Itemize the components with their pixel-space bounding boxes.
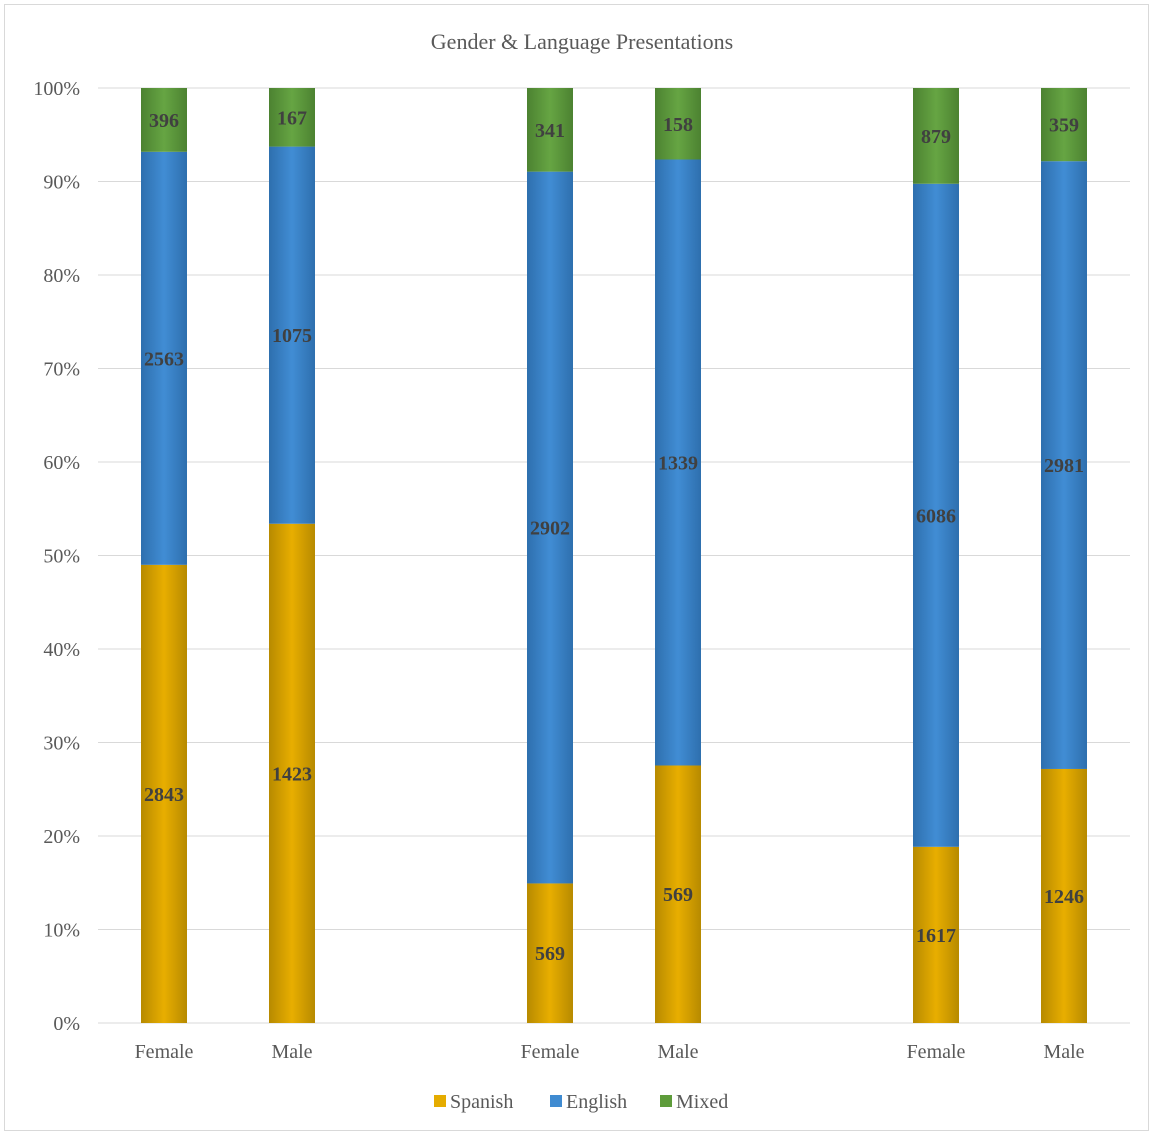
data-label-mixed: 167 xyxy=(277,107,307,129)
data-label-mixed: 396 xyxy=(149,110,179,132)
x-category-label: Female xyxy=(907,1041,966,1063)
data-label-mixed: 359 xyxy=(1049,115,1079,137)
data-label-spanish: 569 xyxy=(535,943,565,965)
bar-segment-spanish xyxy=(527,883,573,1023)
bar-segment-mixed xyxy=(141,88,187,152)
x-category-label: Male xyxy=(271,1041,312,1063)
data-label-english: 2902 xyxy=(530,518,570,540)
bar-segment-spanish xyxy=(269,523,315,1023)
bar-segment-mixed xyxy=(655,88,701,160)
y-tick-label: 0% xyxy=(53,1013,80,1035)
x-category-label: Female xyxy=(521,1041,580,1063)
legend-label-mixed: Mixed xyxy=(676,1091,728,1113)
legend-swatch-spanish xyxy=(434,1095,446,1107)
data-label-mixed: 158 xyxy=(663,114,693,136)
y-tick-label: 70% xyxy=(43,359,80,381)
x-category-label: Male xyxy=(657,1041,698,1063)
x-category-label: Female xyxy=(135,1041,194,1063)
bar-segment-english xyxy=(141,151,187,565)
y-tick-label: 10% xyxy=(43,920,80,942)
data-label-mixed: 879 xyxy=(921,126,951,148)
legend-label-spanish: Spanish xyxy=(450,1091,513,1113)
legend-swatch-english xyxy=(550,1095,562,1107)
y-tick-label: 90% xyxy=(43,172,80,194)
data-label-english: 2563 xyxy=(144,348,184,370)
bar-segment-mixed xyxy=(269,88,315,147)
y-tick-label: 50% xyxy=(43,546,80,568)
y-tick-label: 20% xyxy=(43,826,80,848)
bar-segment-mixed xyxy=(913,88,959,184)
bar-segment-spanish xyxy=(913,846,959,1023)
bar-segment-english xyxy=(1041,161,1087,769)
data-label-mixed: 341 xyxy=(535,120,565,142)
data-label-english: 1075 xyxy=(272,325,312,347)
legend-swatch-mixed xyxy=(660,1095,672,1107)
bar-segment-spanish xyxy=(141,564,187,1023)
bar-segment-english xyxy=(269,146,315,524)
bar-segment-mixed xyxy=(1041,88,1087,162)
data-label-spanish: 2843 xyxy=(144,784,184,806)
data-label-spanish: 569 xyxy=(663,884,693,906)
bar-segment-english xyxy=(655,159,701,766)
data-label-spanish: 1246 xyxy=(1044,886,1084,908)
x-category-label: Male xyxy=(1043,1041,1084,1063)
chart-title: Gender & Language Presentations xyxy=(431,29,733,54)
data-label-spanish: 1617 xyxy=(916,925,956,947)
y-tick-label: 40% xyxy=(43,639,80,661)
y-tick-label: 80% xyxy=(43,265,80,287)
data-label-english: 6086 xyxy=(916,505,956,527)
bar-segment-english xyxy=(527,171,573,884)
y-tick-label: 60% xyxy=(43,452,80,474)
data-label-english: 1339 xyxy=(658,452,698,474)
bar-segment-spanish xyxy=(1041,768,1087,1023)
data-label-spanish: 1423 xyxy=(272,763,312,785)
data-label-english: 2981 xyxy=(1044,455,1084,477)
y-tick-label: 100% xyxy=(33,78,80,100)
y-tick-label: 30% xyxy=(43,733,80,755)
bar-segment-english xyxy=(913,183,959,847)
bar-segment-spanish xyxy=(655,765,701,1023)
legend-label-english: English xyxy=(566,1091,627,1113)
bar-segment-mixed xyxy=(527,88,573,172)
